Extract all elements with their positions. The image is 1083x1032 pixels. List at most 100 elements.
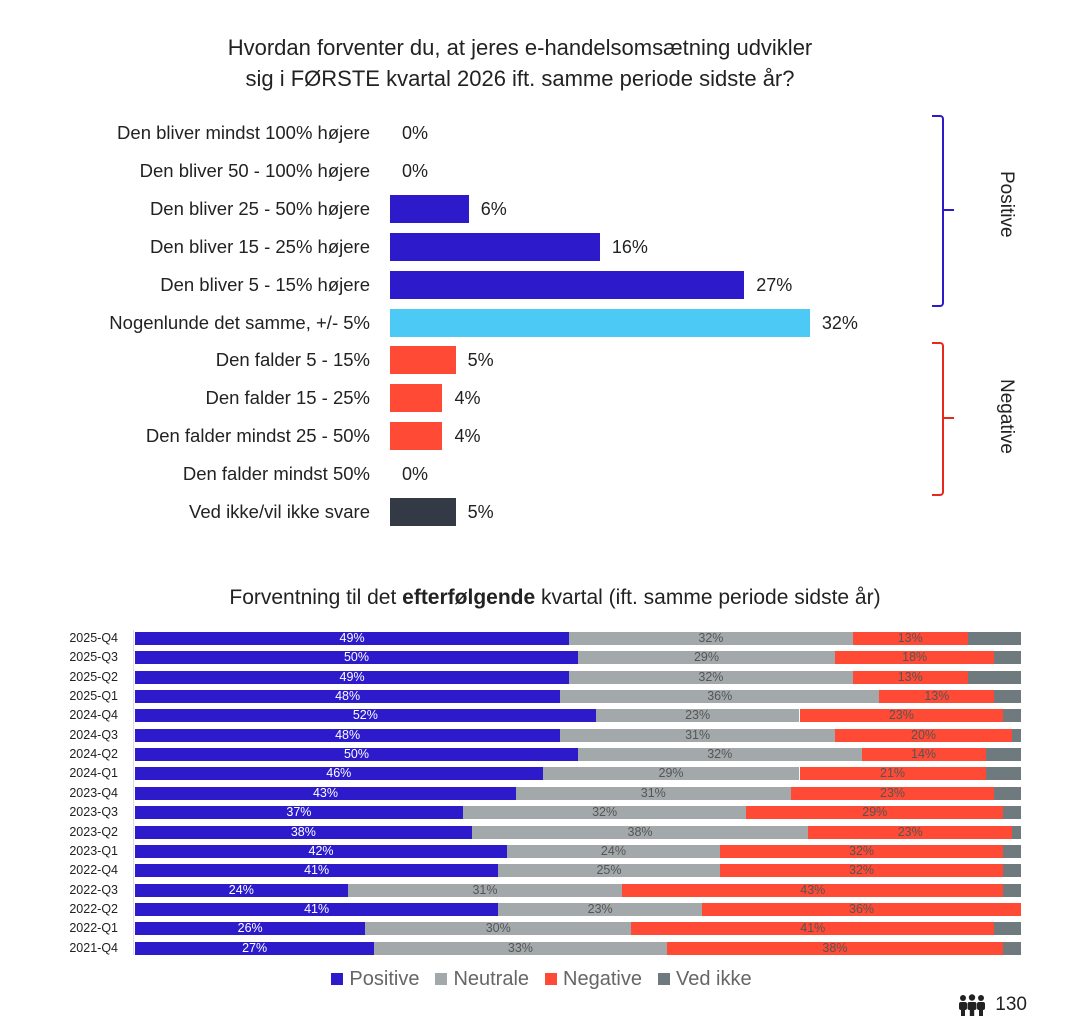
legend-label: Neutrale (453, 968, 530, 990)
segment-ved-ikke (994, 651, 1021, 665)
segment-neutrale (471, 825, 809, 839)
category-label: Den bliver 15 - 25% højere (149, 235, 370, 257)
data-label: 0% (402, 160, 429, 181)
segment-negative (852, 670, 968, 684)
legend-item: Neutrale (435, 968, 529, 990)
segment-positive (135, 670, 570, 684)
segment-positive (135, 941, 375, 955)
segment-label: 31% (640, 785, 666, 800)
group-bracket (932, 342, 944, 497)
segment-negative (702, 902, 1021, 916)
group-bracket (932, 115, 944, 307)
segment-ved-ikke (985, 748, 1021, 762)
period-label: 2025-Q1 (69, 689, 118, 704)
segment-label: 38% (627, 824, 653, 839)
segment-negative (790, 786, 995, 800)
segment-label: 23% (587, 901, 613, 916)
segment-ved-ikke (1003, 844, 1021, 858)
period-label: 2022-Q1 (69, 921, 118, 936)
category-label: Ved ikke/vil ikke svare (189, 501, 370, 522)
data-label: 4% (454, 426, 481, 447)
group-label: Negative (996, 379, 1017, 455)
legend-label: Negative (563, 968, 642, 990)
segment-neutrale (560, 690, 880, 704)
segment-neutrale (542, 767, 800, 781)
segment-negative (719, 844, 1004, 858)
segment-negative (834, 728, 1013, 742)
legend-swatch (331, 973, 344, 985)
segment-neutrale (569, 670, 853, 684)
segment-negative (879, 690, 995, 704)
segment-neutrale (498, 902, 703, 916)
segment-ved-ikke (1003, 709, 1021, 723)
segment-label: 27% (242, 940, 268, 955)
segment-label: 32% (698, 631, 724, 645)
segment-positive (135, 806, 463, 820)
segment-label: 36% (707, 689, 733, 704)
data-label: 32% (821, 312, 858, 333)
category-label: Den bliver 50 - 100% højere (139, 159, 370, 181)
bar (390, 498, 456, 526)
segment-label: 24% (600, 843, 626, 858)
segment-label: 48% (335, 727, 361, 742)
data-label: 5% (467, 350, 494, 371)
category-label: Den falder mindst 50% (182, 463, 370, 485)
data-label: 16% (611, 236, 648, 257)
segment-label: 52% (352, 708, 378, 723)
segment-positive (135, 709, 596, 723)
data-label: 27% (756, 274, 793, 295)
segment-label: 41% (304, 863, 330, 878)
segment-negative (631, 922, 995, 936)
segment-negative (808, 825, 1013, 839)
segment-label: 23% (897, 824, 923, 839)
bracket-tick (944, 417, 954, 420)
segment-ved-ikke (994, 690, 1021, 704)
legend-swatch (545, 973, 558, 985)
segment-label: 24% (228, 882, 254, 897)
chart-title: Hvordan forventer du, at jeres e-handels… (0, 32, 1040, 94)
segment-positive (135, 632, 570, 645)
data-label: 0% (402, 123, 429, 143)
segment-label: 23% (880, 785, 906, 800)
title-line-2: sig i FØRSTE kvartal 2026 ift. samme per… (245, 66, 795, 91)
data-label: 4% (454, 388, 481, 409)
segment-label: 25% (596, 863, 622, 878)
period-label: 2023-Q4 (69, 785, 118, 800)
axis-line (133, 630, 134, 955)
legend-item: Negative (545, 968, 642, 990)
bar (390, 346, 456, 375)
bar (390, 232, 600, 261)
category-label: Den falder mindst 25 - 50% (145, 425, 370, 447)
segment-label: 37% (286, 805, 312, 820)
segment-positive (135, 786, 516, 800)
segment-positive (135, 690, 561, 704)
period-label: 2025-Q2 (69, 669, 118, 684)
segment-label: 41% (800, 921, 826, 936)
category-label: Den falder 15 - 25% (205, 387, 370, 409)
segment-negative (861, 748, 986, 762)
period-label: 2023-Q3 (69, 805, 118, 820)
segment-neutrale (347, 883, 623, 897)
segment-ved-ikke (967, 632, 1021, 645)
title-post: kvartal (ift. samme periode sidste år) (535, 586, 881, 609)
segment-neutrale (374, 941, 667, 955)
segment-label: 32% (698, 669, 724, 684)
segment-label: 21% (880, 766, 906, 781)
segment-label: 49% (339, 669, 365, 684)
segment-positive (135, 825, 472, 839)
segment-neutrale (498, 864, 720, 878)
group-label: Positive (996, 170, 1017, 238)
segment-neutrale (569, 632, 853, 645)
segment-positive (135, 728, 561, 742)
bar (390, 384, 443, 413)
segment-neutrale (515, 786, 791, 800)
segment-label: 32% (849, 843, 875, 858)
title-pre: Forventning til det (229, 586, 403, 609)
segment-neutrale (462, 806, 747, 820)
category-label: Nogenlunde det samme, +/- 5% (109, 311, 370, 333)
data-label: 0% (402, 464, 429, 485)
period-label: 2024-Q2 (69, 747, 118, 762)
segment-positive (135, 883, 348, 897)
segment-positive (135, 767, 543, 781)
segment-negative (834, 651, 995, 665)
